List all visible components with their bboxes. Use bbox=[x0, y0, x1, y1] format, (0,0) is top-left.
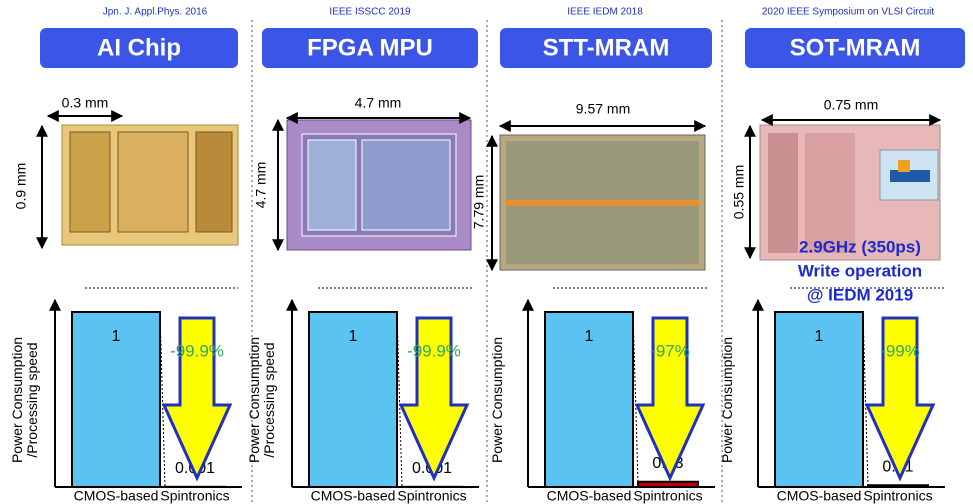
x-tick-label: Spintronics bbox=[160, 488, 229, 504]
panel-title: STT-MRAM bbox=[543, 34, 670, 61]
panel-title: SOT-MRAM bbox=[790, 34, 921, 61]
chip-width: 0.75 mm bbox=[824, 97, 878, 113]
y-axis-label-line: Power Consumption bbox=[246, 337, 262, 463]
x-tick-label: Spintronics bbox=[863, 488, 932, 504]
x-tick-label: Spintronics bbox=[633, 488, 702, 504]
note: Write operation bbox=[798, 261, 922, 280]
y-axis-label: Power Consumption bbox=[719, 337, 735, 463]
x-tick-label: CMOS-based bbox=[777, 488, 862, 504]
y-axis-label: Power Consumption/Processing speed bbox=[246, 337, 277, 463]
source: 2020 IEEE Symposium on VLSI Circuit bbox=[762, 7, 935, 18]
source: Jpn. J. Appl.Phys. 2016 bbox=[103, 7, 208, 18]
value-label: 1 bbox=[349, 328, 358, 345]
reduction-label: -99.9% bbox=[407, 341, 461, 360]
slide: Jpn. J. Appl.Phys. 2016 AI Chip 0.3 mm 0.9 … bbox=[0, 0, 973, 504]
chip-width: 4.7 mm bbox=[355, 95, 402, 111]
x-tick-label: CMOS-based bbox=[74, 488, 159, 504]
chip-height: 7.79 mm bbox=[471, 175, 487, 229]
value-label: 1 bbox=[815, 328, 824, 345]
value-label: 1 bbox=[585, 328, 594, 345]
reduction-label: -99% bbox=[880, 341, 920, 360]
y-axis-label-line: Power Consumption bbox=[9, 337, 25, 463]
chip-width: 0.3 mm bbox=[62, 95, 109, 111]
x-tick-label: Spintronics bbox=[397, 488, 466, 504]
reduction-label: -99.9% bbox=[170, 341, 224, 360]
source: IEEE ISSCC 2019 bbox=[329, 7, 411, 18]
reduction-label: -97% bbox=[650, 341, 690, 360]
note: @ IEDM 2019 bbox=[807, 285, 913, 304]
note: 2.9GHz (350ps) bbox=[799, 237, 921, 256]
y-axis-label: Power Consumption bbox=[489, 337, 505, 463]
y-axis-label-line: Power Consumption bbox=[489, 337, 505, 463]
chip-height: 0.9 mm bbox=[13, 163, 29, 210]
y-axis-label-line: Power Consumption bbox=[719, 337, 735, 463]
panel-title: AI Chip bbox=[97, 34, 181, 61]
value-label: 1 bbox=[112, 328, 121, 345]
y-axis-label: Power Consumption/Processing speed bbox=[9, 337, 40, 463]
chip-height: 4.7 mm bbox=[253, 162, 269, 209]
panel-title: FPGA MPU bbox=[307, 34, 433, 61]
chip-width: 9.57 mm bbox=[576, 101, 630, 117]
x-tick-label: CMOS-based bbox=[311, 488, 396, 504]
y-axis-label-line: /Processing speed bbox=[261, 342, 277, 457]
x-tick-label: CMOS-based bbox=[547, 488, 632, 504]
chip-height: 0.55 mm bbox=[731, 165, 747, 219]
y-axis-label-line: /Processing speed bbox=[24, 342, 40, 457]
source: IEEE IEDM 2018 bbox=[567, 7, 643, 18]
bar bbox=[638, 482, 698, 487]
